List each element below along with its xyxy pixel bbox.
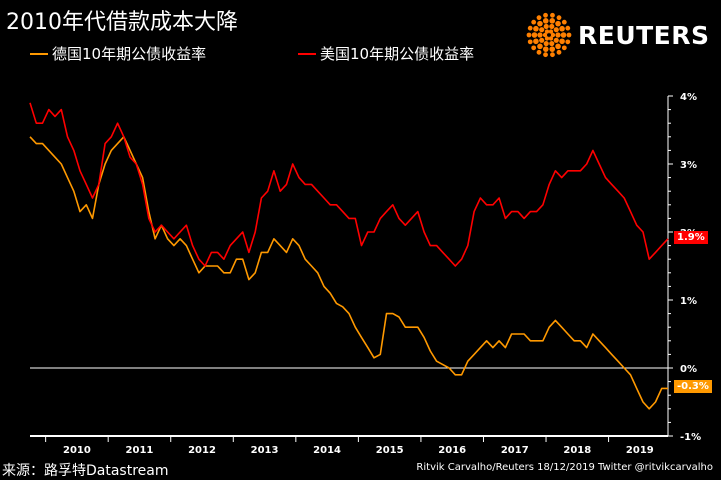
- end-label-us: 1.9%: [674, 230, 708, 244]
- logo-dot: [531, 32, 538, 38]
- reuters-dot-logo-icon: [526, 12, 572, 58]
- logo-dot: [537, 43, 543, 50]
- logo-dot: [543, 52, 548, 58]
- chart-title: 2010年代借款成本大降: [6, 10, 238, 35]
- x-tick-label: 2015: [376, 445, 404, 456]
- logo-dot: [543, 23, 549, 30]
- series-line-us: [29, 102, 669, 267]
- logo-dot: [549, 40, 555, 47]
- logo-dot: [539, 37, 545, 43]
- logo-dot: [539, 27, 545, 33]
- logo-dot: [543, 40, 549, 47]
- source-note: 来源：路孚特Datastream: [2, 463, 169, 479]
- legend-item-germany: 德国10年期公债收益率: [30, 43, 206, 64]
- logo-text: REUTERS: [578, 20, 710, 50]
- legend-swatch-us: [298, 52, 316, 55]
- logo-dot: [536, 49, 542, 55]
- reuters-logo: REUTERS: [526, 12, 710, 58]
- logo-dot: [553, 27, 559, 33]
- logo-dot: [555, 32, 561, 38]
- logo-dot: [553, 37, 559, 43]
- logo-dot: [544, 36, 550, 41]
- y-tick-label: 0%: [680, 364, 697, 375]
- logo-dot: [565, 25, 571, 31]
- legend-label-germany: 德国10年期公债收益率: [52, 45, 207, 63]
- logo-dot: [544, 29, 550, 34]
- logo-dot: [543, 12, 548, 18]
- axes: 4%3%2%1%0%-1%201020112012201320142015201…: [30, 92, 701, 456]
- logo-dot: [555, 43, 561, 50]
- logo-dot: [559, 38, 565, 45]
- logo-dot: [565, 39, 571, 45]
- logo-dot: [549, 18, 556, 24]
- y-tick-label: 3%: [680, 160, 697, 171]
- logo-dot: [550, 32, 556, 38]
- x-tick-label: 2014: [313, 445, 341, 456]
- credit-note: Ritvik Carvalho/Reuters 18/12/2019 Twitt…: [416, 462, 713, 473]
- logo-dot: [537, 32, 543, 38]
- logo-dot: [550, 12, 555, 18]
- x-tick-label: 2010: [63, 445, 91, 456]
- logo-dot: [561, 19, 567, 25]
- x-tick-label: 2016: [438, 445, 466, 456]
- logo-dot: [549, 46, 556, 52]
- x-tick-label: 2011: [126, 445, 154, 456]
- logo-dot: [549, 23, 555, 30]
- legend-swatch-germany: [30, 52, 48, 55]
- x-tick-label: 2017: [501, 445, 529, 456]
- logo-dot: [559, 25, 565, 32]
- legend-label-us: 美国10年期公债收益率: [320, 45, 475, 63]
- logo-dot: [550, 52, 555, 58]
- logo-dot: [531, 19, 537, 25]
- logo-dot: [560, 32, 567, 38]
- logo-dot: [548, 29, 554, 34]
- x-tick-label: 2019: [626, 445, 654, 456]
- logo-dot: [533, 25, 539, 32]
- logo-dot: [526, 32, 532, 38]
- y-tick-label: 1%: [680, 296, 697, 307]
- legend-item-us: 美国10年期公债收益率: [298, 43, 474, 64]
- logo-dot: [533, 38, 539, 45]
- y-tick-label: 4%: [680, 92, 697, 103]
- logo-dot: [527, 25, 533, 31]
- x-tick-label: 2012: [188, 445, 216, 456]
- logo-dot: [548, 36, 554, 41]
- y-tick-label: -1%: [680, 432, 701, 443]
- logo-dot: [537, 20, 543, 27]
- logo-dot: [566, 32, 572, 38]
- logo-dot: [556, 15, 562, 21]
- logo-dot: [561, 45, 567, 51]
- end-label-germany: -0.3%: [674, 380, 712, 394]
- x-tick-label: 2013: [251, 445, 279, 456]
- logo-dot: [556, 49, 562, 55]
- x-tick-label: 2018: [563, 445, 591, 456]
- logo-dot: [542, 18, 549, 24]
- logo-dot: [555, 20, 561, 27]
- logo-dot: [542, 46, 549, 52]
- logo-dot: [527, 39, 533, 45]
- logo-dot: [536, 15, 542, 21]
- logo-dot: [542, 32, 548, 38]
- series-lines: [29, 102, 669, 410]
- logo-dot: [531, 45, 537, 51]
